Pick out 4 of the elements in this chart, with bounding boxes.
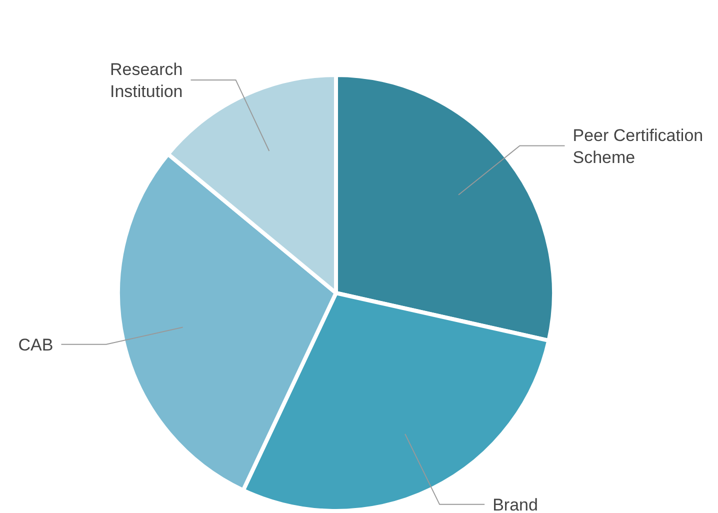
slice-label: Peer Certification Scheme <box>572 126 704 167</box>
slice-label: Brand <box>492 495 538 513</box>
slice-label: Research Institution <box>110 60 183 101</box>
slice-label: CAB <box>18 335 54 354</box>
